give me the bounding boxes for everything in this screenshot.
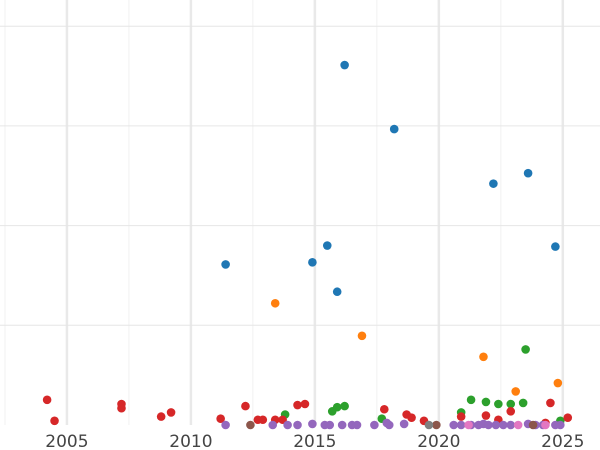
data-point — [556, 420, 565, 430]
data-point — [484, 420, 493, 430]
data-point — [379, 404, 389, 414]
x-tick-label: 2025 — [541, 432, 584, 450]
data-point — [340, 401, 349, 411]
data-point — [268, 420, 278, 430]
x-tick-label: 2015 — [293, 432, 336, 450]
data-point — [246, 420, 255, 430]
data-point — [499, 420, 508, 430]
data-point — [506, 399, 516, 409]
data-point — [518, 398, 528, 408]
data-point — [42, 395, 52, 405]
data-point — [407, 413, 416, 422]
data-point — [370, 420, 379, 430]
data-point — [325, 420, 335, 430]
data-point — [293, 400, 302, 410]
data-point — [511, 387, 521, 396]
data-point — [337, 420, 347, 430]
data-point — [332, 287, 342, 297]
data-point — [241, 401, 250, 411]
data-point — [50, 416, 59, 426]
data-point — [523, 168, 533, 178]
data-point — [563, 413, 573, 422]
data-point — [466, 395, 476, 405]
data-point — [456, 412, 466, 421]
data-point — [399, 419, 409, 429]
data-point — [494, 399, 503, 409]
data-point — [352, 420, 362, 430]
grid-layer — [0, 0, 600, 425]
data-point — [489, 179, 498, 188]
data-point — [322, 241, 332, 250]
data-point — [456, 420, 466, 430]
data-point — [308, 258, 317, 267]
data-point — [506, 420, 516, 430]
data-point — [156, 412, 166, 421]
data-point — [340, 60, 349, 70]
data-point — [479, 352, 488, 362]
data-point — [513, 420, 523, 430]
data-point — [449, 420, 459, 430]
data-point — [464, 420, 473, 430]
data-point — [216, 414, 225, 424]
data-point — [283, 420, 292, 430]
data-point — [521, 345, 530, 354]
data-point — [481, 397, 491, 407]
data-point — [293, 420, 302, 430]
data-point — [270, 298, 280, 308]
x-tick-label: 2020 — [417, 432, 460, 450]
data-point — [546, 398, 555, 408]
points-layer — [42, 60, 573, 430]
data-point — [117, 403, 126, 413]
data-point — [221, 260, 230, 269]
x-axis: 2005 2010 2015 2020 2025 — [45, 432, 584, 450]
data-point — [541, 420, 550, 430]
data-point — [384, 420, 394, 430]
data-point — [166, 408, 176, 417]
data-point — [528, 420, 538, 430]
data-point — [221, 420, 230, 430]
data-point — [357, 331, 367, 341]
data-point — [424, 420, 434, 430]
data-point — [506, 407, 516, 416]
data-point — [553, 378, 563, 388]
data-point — [308, 419, 317, 429]
data-point — [300, 399, 310, 409]
x-tick-label: 2005 — [45, 432, 88, 450]
data-point — [389, 124, 399, 134]
data-point — [258, 415, 268, 425]
data-point — [481, 411, 491, 420]
data-point — [491, 420, 501, 430]
data-point — [332, 402, 342, 412]
data-point — [551, 242, 560, 251]
x-tick-label: 2010 — [169, 432, 212, 450]
data-point — [432, 420, 441, 430]
